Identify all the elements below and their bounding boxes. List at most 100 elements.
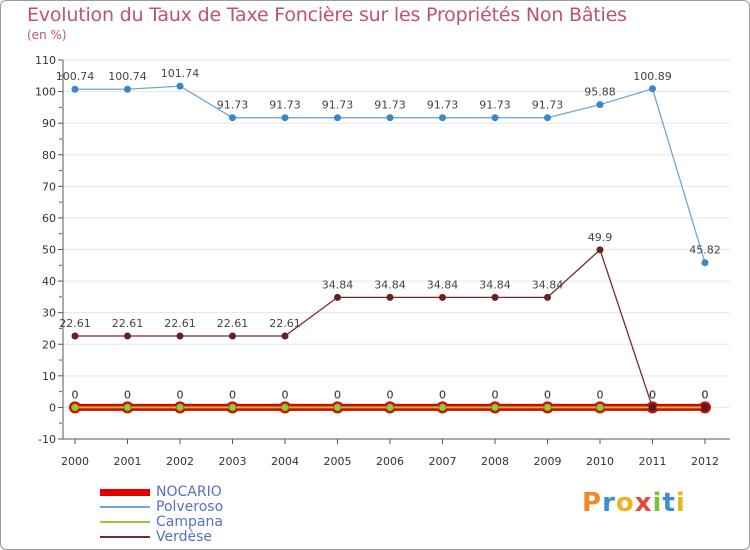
point-verdese [71,332,79,340]
campana-data-label: 0 [124,388,131,401]
chart-title: Evolution du Taux de Taxe Foncière sur l… [27,4,627,26]
polveroso-data-label: 91.73 [427,99,459,112]
logo-letter: i [675,488,686,518]
campana-data-label: 0 [72,388,79,401]
x-tick-label: 2011 [639,455,667,468]
point-polveroso [334,114,341,122]
legend-label-nocario: NOCARIO [156,484,222,500]
y-tick-label: 20 [42,338,56,351]
verdese-data-label: 22.61 [164,317,196,330]
x-tick-label: 2004 [271,455,299,468]
y-tick-label: 70 [42,180,56,193]
verdese-data-label: 49.9 [588,231,613,244]
point-verdese [229,332,236,340]
logo-letter: P [582,488,603,518]
nocario-data-label: 0 [334,388,341,401]
verdese-data-label: 34.84 [322,278,354,291]
verdese-data-label: 34.84 [427,278,459,291]
x-tick-label: 2005 [324,455,352,468]
point-campana [228,403,237,412]
point-campana [176,403,184,412]
legend-swatch-nocario [100,489,150,496]
y-tick-label: 30 [42,307,56,320]
legend-label-verdese: Verdèse [156,529,213,545]
legend-label-polveroso: Polveroso [156,499,224,515]
x-tick-label: 2010 [586,455,614,468]
y-tick-label: -10 [38,433,56,446]
polveroso-data-label: 101.74 [161,67,200,80]
point-campana [596,403,604,412]
line-chart: -10 0 10 20 30 40 50 60 70 80 90 100 110 2000 2001 2002… [35,54,730,468]
y-tick-label: 100 [35,86,56,99]
polveroso-data-label: 100.74 [56,70,95,83]
nocario-data-label: 0 [229,388,236,401]
polveroso-data-label: 91.73 [374,99,406,112]
point-polveroso [649,85,656,93]
y-tick-label: 60 [42,212,56,225]
verdese-data-label: 0 [702,388,709,401]
nocario-data-label: 0 [492,388,499,401]
x-tick-label: 2001 [114,455,142,468]
verdese-data-label: 22.61 [59,317,91,330]
logo-letter: o [615,488,635,518]
point-verdese [544,293,551,301]
logo-text: Proxiti [582,488,686,518]
point-polveroso [176,82,184,90]
y-axis-unit: (en %) [27,28,67,42]
verdese-data-label: 34.84 [479,278,511,291]
nocario-data-label: 0 [544,388,551,401]
proxiti-logo: Proxiti [582,488,686,518]
legend-label-campana: Campana [156,514,223,530]
logo-letter: x [634,488,653,518]
point-polveroso [596,101,604,109]
point-campana [333,403,342,412]
legend-swatch-polveroso [100,506,150,508]
verdese-data-label: 34.84 [374,278,406,291]
y-tick-label: 50 [42,244,56,257]
polveroso-data-label: 91.73 [479,99,511,112]
point-verdese [386,293,394,301]
campana-data-label: 0 [702,388,709,401]
verdese-data-label: 22.61 [217,317,249,330]
y-tick-label: 110 [35,54,56,67]
point-campana [438,403,447,412]
x-tick-label: 2012 [691,455,719,468]
y-tick-label: 90 [42,117,56,130]
point-verdese-zero [701,403,709,412]
verdese-data-label: 22.61 [112,317,144,330]
logo-letter: t [662,488,676,518]
polveroso-data-label: 100.89 [633,70,672,83]
verdese-data-label: 0 [649,388,656,401]
polveroso-data-label: 91.73 [217,99,249,112]
polveroso-data-label: 91.73 [269,99,301,112]
nocario-data-label: 0 [177,388,184,401]
point-polveroso [71,85,79,93]
y-tick-label: 0 [49,401,56,414]
x-tick-label: 2003 [219,455,247,468]
nocario-data-label: 0 [439,388,446,401]
x-tick-label: 2009 [534,455,562,468]
nocario-data-label: 0 [597,388,604,401]
polveroso-data-label: 95.88 [584,86,616,99]
point-campana [123,403,132,412]
campana-data-label: 0 [387,388,394,401]
campana-data-label: 0 [334,388,341,401]
campana-data-label: 0 [439,388,446,401]
point-verdese [596,246,604,254]
polveroso-data-label: 100.74 [108,70,147,83]
point-polveroso [281,114,289,122]
point-campana [281,403,289,412]
point-polveroso [229,114,236,122]
x-tick-label: 2006 [376,455,404,468]
point-verdese [334,293,341,301]
point-polveroso [439,114,446,122]
point-campana [543,403,552,412]
point-polveroso [386,114,394,122]
point-polveroso [491,114,499,122]
y-tick-label: 10 [42,370,56,383]
x-tick-label: 2000 [61,455,89,468]
nocario-data-label: 0 [282,388,289,401]
campana-data-label: 0 [597,388,604,401]
point-verdese [439,293,446,301]
campana-data-label: 0 [282,388,289,401]
